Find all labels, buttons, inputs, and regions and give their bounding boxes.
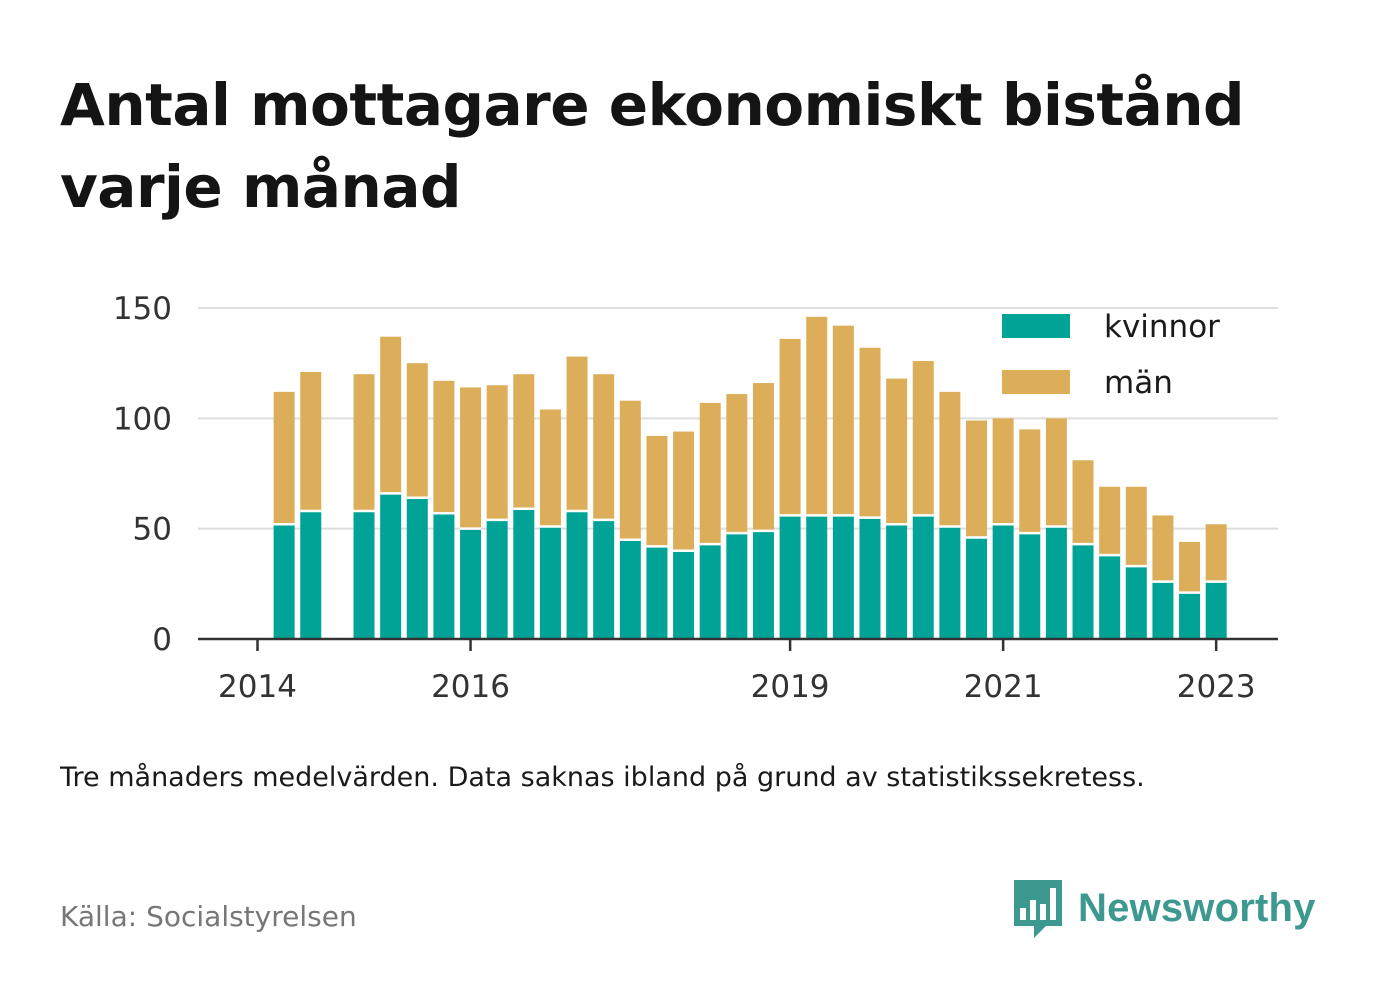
bar-man: [513, 374, 535, 509]
x-tick-label: 2023: [1177, 669, 1256, 705]
source-credit: Källa: Socialstyrelsen: [60, 900, 357, 933]
brand-logo: Newsworthy: [1010, 876, 1316, 940]
y-tick-label: 100: [113, 401, 172, 437]
bar-man: [460, 387, 482, 529]
bar-kvinnor: [1179, 592, 1201, 639]
bar-man: [779, 338, 801, 516]
bar-kvinnor: [673, 550, 695, 639]
bar-kvinnor: [806, 515, 828, 639]
stacked-bar-chart: 0 50 100 150 2014 2016 2019 2021 2023 kvinnor m…: [113, 291, 1278, 705]
page-title: Antal mottagare ekonomiskt bistånd varje…: [60, 71, 1245, 221]
legend-swatch-kvinnor: [1002, 314, 1070, 338]
bar-kvinnor: [966, 537, 988, 639]
bar-man: [619, 400, 641, 540]
legend-label-man: män: [1104, 365, 1173, 401]
bar-kvinnor: [699, 544, 721, 639]
bar-kvinnor: [1019, 533, 1041, 639]
bar-man: [1125, 486, 1147, 567]
bar-kvinnor: [939, 526, 961, 639]
bar-man: [273, 391, 295, 525]
bar-man: [1019, 429, 1041, 534]
bar-man: [486, 385, 508, 520]
legend-label-kvinnor: kvinnor: [1104, 309, 1220, 345]
bar-man: [566, 356, 588, 512]
bar-man: [806, 316, 828, 516]
y-tick-label: 0: [152, 622, 172, 658]
bar-kvinnor: [460, 528, 482, 639]
bar-kvinnor: [726, 533, 748, 639]
bar-man: [832, 325, 854, 516]
bar-man: [912, 360, 934, 516]
bar-man: [859, 347, 881, 518]
bar-man: [1179, 541, 1201, 593]
bar-man: [939, 391, 961, 527]
bar-man: [593, 374, 615, 520]
bar-man: [1205, 524, 1227, 582]
bar-kvinnor: [353, 511, 375, 639]
bar-man: [1072, 460, 1094, 545]
brand-name: Newsworthy: [1078, 885, 1316, 930]
bar-kvinnor: [273, 524, 295, 639]
legend: kvinnor män: [1002, 309, 1220, 401]
bar-man: [1099, 486, 1121, 556]
x-tick-label: 2016: [431, 669, 510, 705]
bar-man: [353, 374, 375, 512]
bar-man: [886, 378, 908, 525]
bar-man: [1045, 418, 1067, 527]
bar-man: [726, 394, 748, 534]
bar-kvinnor: [300, 511, 322, 639]
bars: [273, 316, 1227, 639]
bar-kvinnor: [593, 519, 615, 639]
bar-man: [699, 402, 721, 545]
bar-kvinnor: [1099, 555, 1121, 639]
bar-kvinnor: [859, 517, 881, 639]
bar-kvinnor: [992, 524, 1014, 639]
bar-man: [1152, 515, 1174, 582]
bar-man: [673, 431, 695, 551]
bar-man: [646, 435, 668, 547]
bar-kvinnor: [912, 515, 934, 639]
bar-kvinnor: [832, 515, 854, 639]
bar-man: [406, 363, 428, 498]
bar-kvinnor: [1152, 581, 1174, 639]
bar-kvinnor: [1125, 566, 1147, 639]
bar-kvinnor: [486, 519, 508, 639]
x-tick-label: 2019: [751, 669, 830, 705]
bar-kvinnor: [1205, 581, 1227, 639]
bar-man: [992, 418, 1014, 525]
bar-man: [539, 409, 561, 527]
bar-kvinnor: [779, 515, 801, 639]
bar-kvinnor: [513, 508, 535, 639]
bar-man: [966, 420, 988, 538]
y-tick-label: 150: [113, 291, 172, 327]
bar-man: [433, 380, 455, 514]
x-axis-ticks: 2014 2016 2019 2021 2023: [218, 639, 1256, 705]
bar-kvinnor: [433, 513, 455, 639]
bar-kvinnor: [380, 493, 402, 639]
bar-kvinnor: [1072, 544, 1094, 639]
y-tick-label: 50: [133, 512, 172, 548]
bar-kvinnor: [1045, 526, 1067, 639]
bar-chart-speech-bubble-icon: [1014, 880, 1062, 938]
chart-note: Tre månaders medelvärden. Data saknas ib…: [60, 762, 1145, 793]
bar-kvinnor: [619, 539, 641, 639]
bar-kvinnor: [566, 511, 588, 639]
x-tick-label: 2014: [218, 669, 297, 705]
legend-swatch-man: [1002, 370, 1070, 394]
bar-kvinnor: [406, 497, 428, 639]
bar-kvinnor: [539, 526, 561, 639]
y-axis-ticks: 0 50 100 150: [113, 291, 172, 658]
bar-kvinnor: [886, 524, 908, 639]
bar-man: [300, 371, 322, 512]
bar-kvinnor: [646, 546, 668, 639]
bar-man: [380, 336, 402, 494]
x-tick-label: 2021: [964, 669, 1043, 705]
bar-man: [752, 383, 774, 531]
bar-kvinnor: [752, 530, 774, 639]
